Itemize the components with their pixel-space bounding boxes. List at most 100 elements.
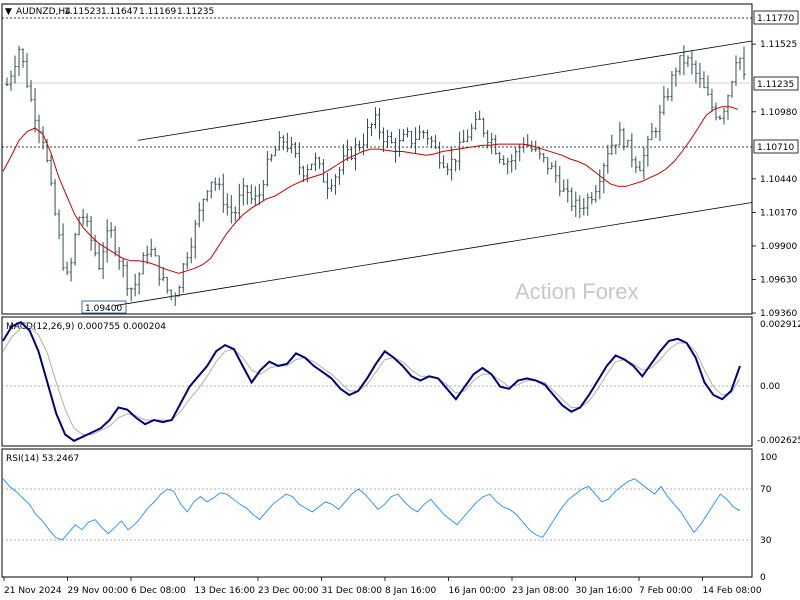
ohlc-bar [261,179,265,201]
ohlc-bar [345,139,349,162]
ohlc-bar [341,144,345,175]
ohlc-bar [614,144,618,155]
moving-average-line [2,106,739,274]
ohlc-bar [574,191,578,218]
ohlc-bar [113,226,117,257]
watermark: Action Forex [515,279,639,304]
ohlc-bar [586,193,590,216]
price-axis-label: 1.11525 [760,40,797,50]
ohlc-bar [141,252,145,275]
channel-lower-line [115,202,753,306]
rsi-line [2,478,741,541]
ohlc-bar [398,129,402,157]
ohlc-bar [353,137,357,171]
rsi-tick-70: 70 [760,485,772,495]
ohlc-bar [37,114,41,144]
ohlc-bar [714,102,718,121]
price-axis-label: 1.09630 [760,275,797,285]
ohlc-bar [502,155,506,166]
ohlc-bar [49,154,53,186]
channel-upper-line [137,40,753,141]
ohlc-bar [618,121,622,146]
ohlc-bar [682,45,686,76]
ohlc-bar [694,60,698,84]
ohlc-bar [590,192,594,205]
price-axis-label: 1.09360 [760,309,797,319]
ohlc-bar [642,146,646,180]
ohlc-bar [454,158,458,172]
ohlc-bar [462,129,466,143]
ohlc-bar [325,172,329,199]
macd-panel-frame [1,316,753,447]
ohlc-bar [217,177,221,191]
ohlc-bar [57,209,61,240]
ohlc-bar [185,251,189,270]
ohlc-bar [594,185,598,203]
time-axis-label: 21 Nov 2024 [4,586,62,596]
ohlc-bar [233,206,237,222]
ohlc-bar [109,222,113,238]
ohlc-bar [742,46,746,80]
ohlc-bar [670,70,674,102]
ohlc-bar [365,118,369,149]
time-axis-label: 13 Dec 16:00 [195,586,256,596]
ohlc-low: 1.11169 [139,7,176,17]
ohlc-bar [305,164,309,183]
ohlc-bar [394,137,398,163]
ohlc-bar [518,144,522,162]
ohlc-bar [65,262,69,276]
ohlc-bar [29,79,33,102]
ohlc-bar [658,104,662,142]
ohlc-bar [598,169,602,200]
ohlc-bar [442,155,446,169]
ohlc-bar [229,195,233,224]
ohlc-bar [13,55,17,84]
ohlc-bar [534,140,538,152]
time-axis-label: 16 Jan 00:00 [449,586,506,596]
ohlc-bar [542,153,546,163]
ohlc-bar [374,107,377,129]
price-axis-label: 1.10980 [760,108,797,118]
ohlc-bar [157,255,161,286]
macd-tick-bottom: -0.002625 [757,436,800,446]
ohlc-bar [546,157,550,175]
ohlc-bar [702,71,706,89]
ohlc-bar [313,152,317,172]
ohlc-bar [329,179,333,192]
ohlc-bar [430,136,434,149]
ohlc-bar [349,147,353,161]
ohlc-bar [550,162,554,170]
ohlc-bar [578,195,582,219]
ohlc-bar [498,151,502,164]
ohlc-bar [177,285,181,297]
ohlc-bar [293,142,297,158]
ohlc-bar [490,132,494,155]
ohlc-bar [474,111,478,130]
ohlc-bar [289,136,293,154]
ohlc-bar [406,127,410,138]
ohlc-bar [466,129,470,142]
ohlc-high: 1.11647 [101,7,138,17]
ohlc-bar [710,88,714,112]
ohlc-bar [269,153,273,162]
ohlc-bar [630,133,634,168]
time-axis-label: 14 Feb 08:00 [703,586,762,596]
ohlc-bar [85,213,89,227]
ohlc-bar [201,198,205,222]
ohlc-bar [245,185,249,205]
ohlc-bar [678,55,682,76]
ohlc-bar [538,147,542,160]
ohlc-bar [213,177,217,191]
ohlc-bar [510,154,514,173]
ohlc-bar [662,85,666,116]
ohlc-bar [253,186,257,206]
ohlc-bar [337,167,341,185]
ohlc-bar [622,127,626,151]
ohlc-bar [422,130,426,139]
ohlc-bar [281,135,285,151]
ohlc-bar [101,242,105,280]
ohlc-bar [53,178,57,216]
ohlc-bar [434,134,438,149]
ohlc-bar [77,216,81,236]
ohlc-bar [482,117,486,138]
